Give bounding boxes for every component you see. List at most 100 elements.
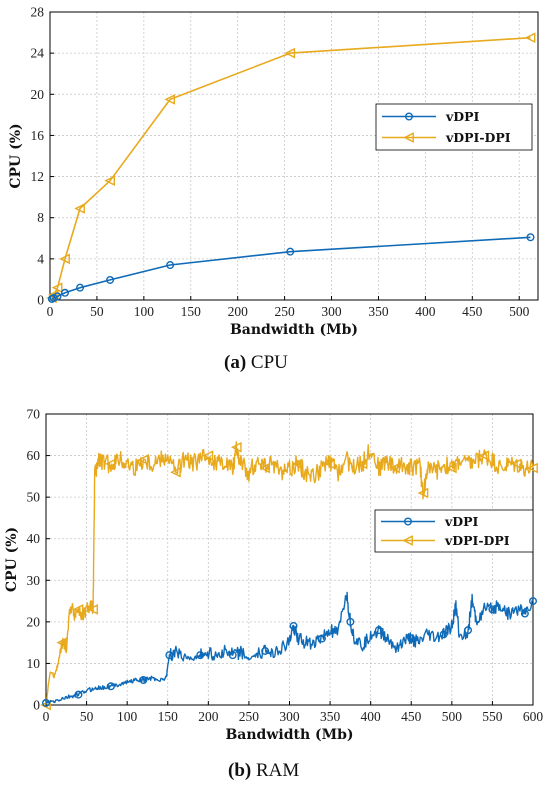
data-point [289, 622, 298, 631]
data-point [228, 651, 237, 660]
data-point [526, 233, 535, 242]
x-axis-label: Bandwidth (Mb) [225, 727, 353, 743]
caption-a: (a) CPU [224, 352, 288, 374]
data-point [165, 651, 174, 660]
data-point [346, 617, 355, 626]
y-tick-label: 20 [31, 87, 45, 102]
data-point [72, 604, 84, 615]
data-point [261, 646, 270, 655]
data-point [59, 253, 70, 265]
x-tick-label: 0 [47, 304, 54, 319]
series-vdpi [47, 233, 535, 303]
x-tick-label: 350 [368, 304, 389, 319]
data-point [49, 293, 58, 302]
x-tick-label: 500 [442, 709, 463, 724]
y-tick-label: 20 [27, 614, 41, 629]
y-tick-label: 50 [27, 490, 41, 505]
x-tick-label: 500 [509, 304, 530, 319]
y-tick-label: 16 [31, 128, 45, 143]
data-point [53, 292, 62, 301]
data-point [74, 690, 83, 699]
x-tick-label: 50 [90, 304, 104, 319]
data-point [106, 682, 115, 691]
caption-b-text: RAM [255, 760, 300, 781]
y-tick-label: 8 [37, 210, 44, 225]
data-point [56, 637, 68, 648]
data-point [61, 288, 70, 297]
chart-ram: 0 50 100 150 200 250 300 350 400 450 500 550 600 0 10 2… [4, 407, 543, 744]
x-tick-label: 300 [279, 709, 300, 724]
data-point [478, 450, 490, 461]
data-point [202, 450, 214, 461]
series-line [45, 441, 534, 705]
x-tick-label: 150 [181, 304, 202, 319]
data-point [166, 261, 175, 270]
data-point [464, 626, 473, 635]
series-line [51, 236, 531, 300]
legend-label: vDPI [445, 109, 480, 124]
legend: vDPI vDPI-DPI [374, 509, 534, 553]
y-axis-label: CPU (%) [8, 123, 24, 188]
data-point [488, 605, 497, 614]
data-point [407, 634, 416, 643]
data-point [417, 487, 429, 499]
data-point [87, 604, 98, 615]
x-tick-label: 250 [239, 709, 260, 724]
data-point [520, 609, 529, 618]
chart-cpu: 0 50 100 150 200 250 300 350 400 450 500 0 4 8 12 16 20 2… [8, 5, 539, 338]
y-tick-label: 0 [33, 698, 40, 713]
legend-box [375, 103, 533, 151]
data-point [439, 630, 448, 639]
legend-marker [405, 112, 414, 121]
x-tick-label: 600 [523, 709, 544, 724]
y-axis-label: CPU (%) [4, 527, 20, 592]
data-point [106, 275, 115, 284]
legend: vDPI vDPI-DPI [375, 103, 533, 151]
x-tick-label: 550 [482, 709, 503, 724]
data-point [527, 462, 538, 474]
y-tick-label: 30 [27, 573, 41, 588]
data-point [230, 441, 242, 453]
data-point [74, 203, 85, 214]
x-tick-label: 50 [80, 709, 94, 724]
x-tick-label: 450 [462, 304, 483, 319]
data-point [291, 458, 303, 470]
x-tick-label: 250 [274, 304, 295, 319]
x-tick-label: 150 [158, 709, 179, 724]
y-tick-label: 24 [31, 46, 45, 61]
caption-b: (b) RAM [228, 760, 299, 782]
data-point [196, 651, 205, 660]
y-tick-label: 40 [27, 531, 41, 546]
legend-marker [402, 535, 413, 546]
data-point [51, 282, 63, 293]
series-vdpi [42, 591, 538, 707]
data-point [139, 676, 148, 685]
legend-marker [403, 132, 414, 143]
caption-b-letter: (b) [228, 760, 252, 781]
data-point [286, 247, 295, 256]
legend-label: vDPI-DPI [445, 130, 511, 145]
y-tick-label: 4 [37, 251, 44, 266]
x-tick-label: 300 [321, 304, 342, 319]
data-point [529, 597, 538, 606]
y-tick-label: 10 [27, 656, 41, 671]
y-tick-label: 0 [37, 293, 44, 308]
data-point [511, 458, 522, 470]
caption-a-text: CPU [250, 352, 288, 373]
data-point [164, 94, 176, 105]
y-tick-label: 12 [31, 169, 45, 184]
legend-box [374, 509, 534, 553]
grid [46, 413, 534, 705]
legend-label: vDPI [444, 514, 479, 529]
data-point [42, 698, 51, 707]
legend-marker [404, 517, 413, 526]
data-point [356, 458, 368, 470]
x-tick-label: 350 [320, 709, 341, 724]
data-point [446, 462, 457, 474]
x-tick-label: 100 [134, 304, 155, 319]
data-point [137, 454, 149, 466]
x-tick-label: 400 [415, 304, 436, 319]
data-point [105, 458, 116, 470]
plot-frame [49, 11, 539, 301]
legend-label: vDPI-DPI [444, 533, 510, 548]
